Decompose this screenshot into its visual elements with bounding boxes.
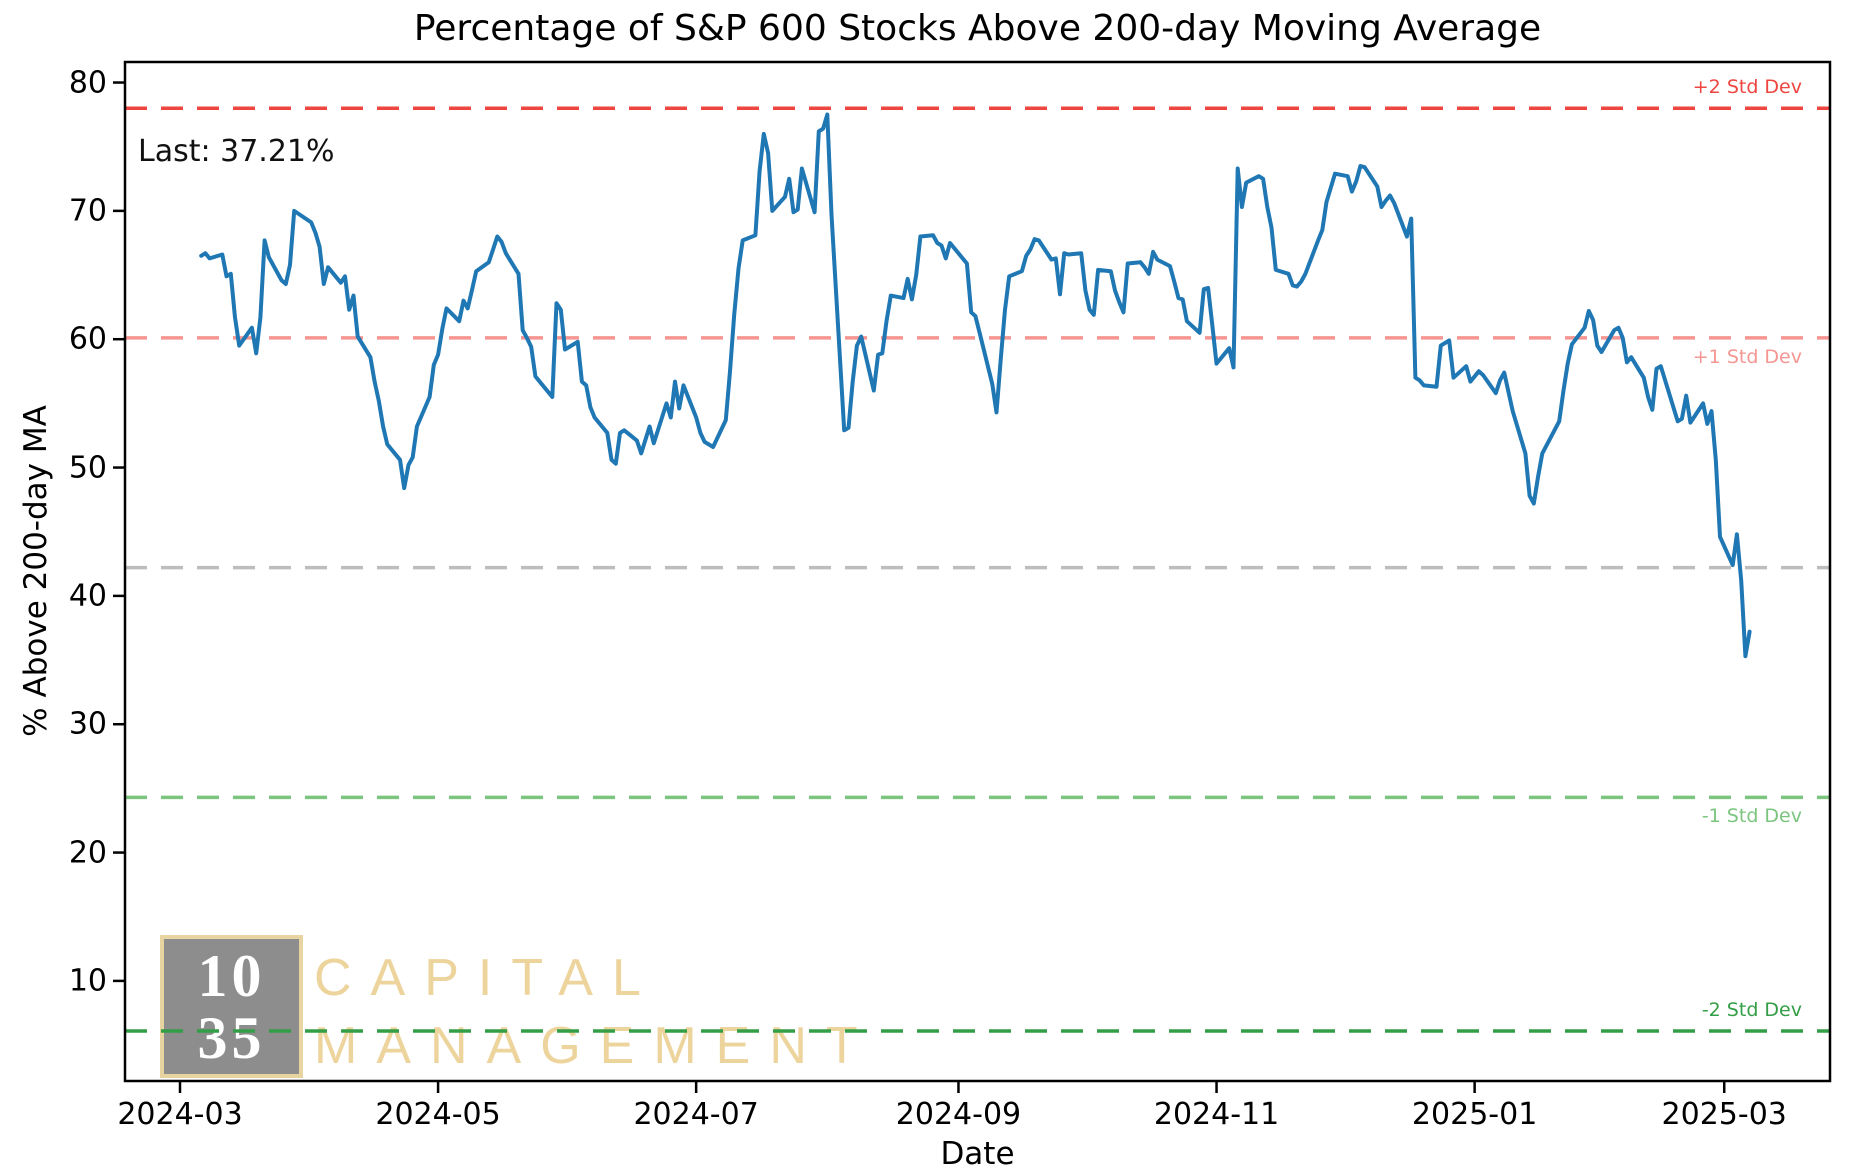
watermark-logo-box: 10 35 — [160, 935, 303, 1078]
y-tick-label: 10 — [68, 963, 107, 999]
x-tick-label: 2025-03 — [1661, 1097, 1787, 1132]
x-tick-label: 2025-01 — [1411, 1097, 1538, 1132]
plot-border — [123, 60, 1832, 1083]
watermark-logo-line1: 10 — [197, 942, 266, 1009]
y-tick-label: 80 — [68, 65, 107, 101]
chart-title: Percentage of S&P 600 Stocks Above 200-d… — [413, 8, 1542, 49]
x-tick-label: 2024-05 — [375, 1097, 501, 1132]
y-tick-label: 60 — [68, 321, 107, 357]
ref-line-label: -2 Std Dev — [1701, 998, 1802, 1021]
y-tick-label: 40 — [68, 578, 107, 614]
y-tick-label: 20 — [68, 835, 107, 871]
x-tick-label: 2024-09 — [895, 1097, 1022, 1132]
y-tick-label: 30 — [68, 706, 107, 742]
last-value-annotation: Last: 37.21% — [138, 134, 335, 169]
ref-line-label: -1 Std Dev — [1701, 805, 1802, 828]
ref-line-label: +2 Std Dev — [1692, 76, 1802, 99]
y-tick-label: 50 — [68, 450, 107, 486]
x-tick-label: 2024-07 — [633, 1097, 759, 1132]
y-tick-label: 70 — [68, 193, 107, 229]
watermark-word-management: MANAGEMENT — [314, 1017, 877, 1075]
x-tick-label: 2024-11 — [1153, 1097, 1280, 1132]
watermark-word-capital: CAPITAL — [314, 949, 660, 1007]
x-axis-label: Date — [940, 1136, 1015, 1168]
series-line — [199, 112, 1752, 659]
x-tick-label: 2024-03 — [117, 1097, 243, 1132]
ref-line-label: +1 Std Dev — [1692, 345, 1802, 368]
watermark-logo-line2: 35 — [197, 1004, 266, 1071]
